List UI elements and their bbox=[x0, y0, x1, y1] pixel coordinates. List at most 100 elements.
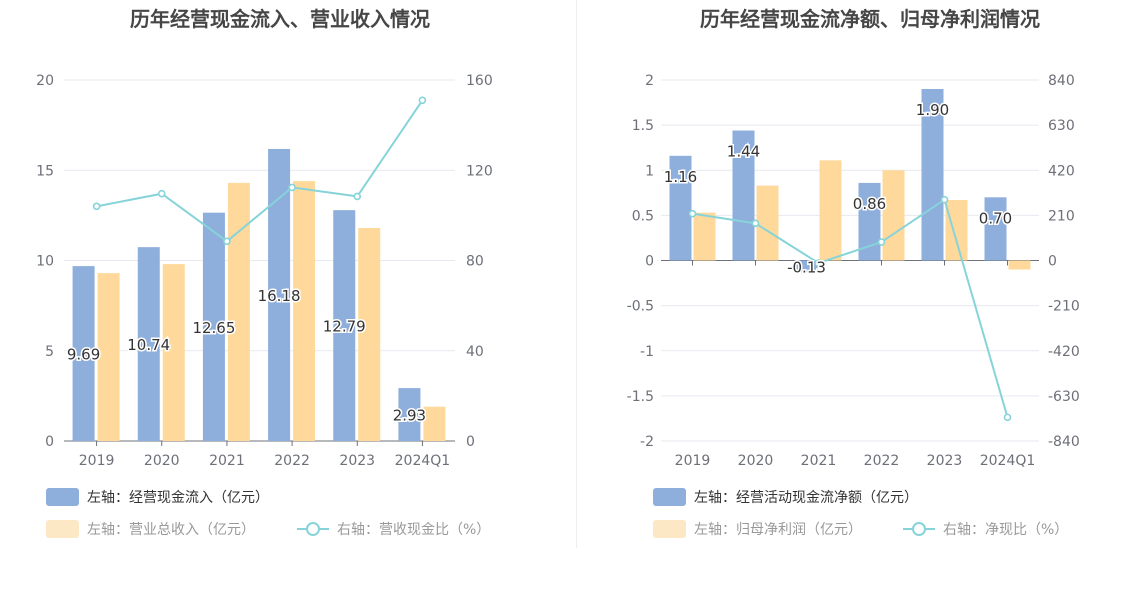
line-point bbox=[223, 237, 231, 246]
legend-label: 左轴：归母净利润（亿元） bbox=[694, 521, 862, 538]
bar bbox=[268, 148, 291, 442]
bar bbox=[358, 228, 381, 441]
right-axis-tick-label: 0 bbox=[466, 434, 475, 450]
chart-title: 历年经营现金流入、营业收入情况 bbox=[130, 7, 430, 31]
right-axis-tick-label: 0 bbox=[1048, 254, 1057, 270]
bar bbox=[882, 170, 905, 261]
data-label: 12.79 bbox=[323, 318, 366, 336]
data-label: 0.70 bbox=[979, 209, 1012, 227]
right-axis-tick-label: -210 bbox=[1048, 299, 1080, 315]
left-axis-tick-label: 2 bbox=[645, 73, 654, 89]
right-axis-tick-label: -420 bbox=[1048, 344, 1080, 360]
left-axis-tick-label: 0 bbox=[45, 434, 54, 450]
left-axis-tick-label: -1 bbox=[640, 344, 654, 360]
data-label: 2.93 bbox=[393, 407, 426, 425]
right-axis-tick-label: 120 bbox=[466, 163, 493, 179]
line-point bbox=[418, 96, 427, 105]
legend-line-marker bbox=[912, 522, 926, 536]
left-axis-tick-label: 1 bbox=[645, 163, 654, 179]
legend: 左轴：经营活动现金流净额（亿元） 左轴：归母净利润（亿元） 右轴：净现比（%） bbox=[653, 488, 1068, 538]
legend-swatch bbox=[653, 520, 686, 538]
data-label: -0.13 bbox=[787, 259, 826, 277]
x-axis-tick-label: 2020 bbox=[144, 453, 180, 469]
data-label: 9.69 bbox=[67, 346, 100, 364]
x-axis-tick-label: 2021 bbox=[209, 453, 245, 469]
left-axis-tick-label: -1.5 bbox=[627, 389, 654, 405]
right-axis-tick-label: 80 bbox=[466, 254, 484, 270]
data-label: 1.16 bbox=[664, 168, 697, 186]
x-axis-tick-label: 2022 bbox=[274, 453, 310, 469]
data-label: 1.44 bbox=[727, 143, 760, 161]
data-label: 16.18 bbox=[258, 287, 301, 305]
right-axis-tick-label: 420 bbox=[1048, 163, 1075, 179]
bar bbox=[732, 130, 755, 261]
x-axis-tick-label: 2020 bbox=[738, 453, 774, 469]
bar bbox=[819, 160, 842, 261]
legend-label: 左轴：经营活动现金流净额（亿元） bbox=[694, 490, 918, 506]
left-axis-tick-label: 0 bbox=[645, 254, 654, 270]
bar bbox=[945, 200, 968, 261]
line-point bbox=[157, 189, 166, 198]
bar bbox=[1008, 260, 1031, 270]
x-axis-tick-label: 2024Q1 bbox=[980, 453, 1036, 469]
left-axis-tick-label: -2 bbox=[640, 434, 654, 450]
data-label: 0.86 bbox=[853, 195, 886, 213]
left-axis-tick-label: 1.5 bbox=[632, 118, 654, 134]
line-point bbox=[92, 202, 101, 211]
left-axis-tick-label: 5 bbox=[45, 344, 54, 360]
left-axis-tick-label: 0.5 bbox=[632, 208, 654, 224]
chart-panel-2: 历年经营现金流净额、归母净利润情况 -2 -1.5 -1 -0.5 0 0.5 1 1.5 2 -8… bbox=[627, 7, 1080, 538]
bar bbox=[984, 197, 1007, 261]
line-point bbox=[688, 209, 697, 218]
x-axis-tick-label: 2024Q1 bbox=[395, 453, 451, 469]
right-axis-tick-label: 40 bbox=[466, 344, 484, 360]
left-axis-tick-label: 20 bbox=[36, 73, 54, 89]
chart-title: 历年经营现金流净额、归母净利润情况 bbox=[700, 7, 1040, 31]
bar bbox=[423, 406, 446, 441]
data-label: 12.65 bbox=[192, 319, 235, 337]
bar bbox=[921, 89, 944, 261]
line-point bbox=[751, 219, 760, 228]
left-axis-tick-label: -0.5 bbox=[627, 299, 654, 315]
x-axis-tick-label: 2023 bbox=[927, 453, 963, 469]
bar bbox=[97, 273, 120, 441]
bar bbox=[398, 388, 421, 441]
legend: 左轴：经营现金流入（亿元） 左轴：营业总收入（亿元） 右轴：营收现金比（%） bbox=[46, 488, 490, 538]
x-axis-tick-label: 2021 bbox=[801, 453, 837, 469]
line-point bbox=[814, 259, 823, 267]
right-axis-tick-label: 210 bbox=[1048, 208, 1075, 224]
x-axis-tick-label: 2019 bbox=[675, 453, 711, 469]
bar bbox=[137, 247, 160, 441]
bar bbox=[669, 155, 692, 261]
data-label: 1.90 bbox=[916, 101, 949, 119]
bar bbox=[333, 210, 356, 441]
line-point bbox=[877, 238, 886, 246]
left-axis-tick-label: 15 bbox=[36, 163, 54, 179]
chart-panel-1: 历年经营现金流入、营业收入情况 0 5 10 15 20 0 40 80 120 160 2019 20… bbox=[36, 7, 493, 538]
bar bbox=[795, 260, 818, 273]
right-axis-tick-label: -630 bbox=[1048, 389, 1080, 405]
right-axis-tick-label: -840 bbox=[1048, 434, 1080, 450]
legend-label: 左轴：营业总收入（亿元） bbox=[87, 522, 255, 538]
legend-label: 右轴：营收现金比（%） bbox=[337, 522, 490, 538]
series-line bbox=[692, 198, 1009, 418]
line-point bbox=[288, 183, 296, 192]
right-axis-tick-label: 630 bbox=[1048, 118, 1075, 134]
bar bbox=[756, 185, 779, 261]
bar bbox=[162, 264, 185, 441]
x-axis-tick-label: 2022 bbox=[864, 453, 900, 469]
left-axis-tick-label: 10 bbox=[36, 254, 54, 270]
legend-label: 左轴：经营现金流入（亿元） bbox=[87, 490, 269, 506]
bar bbox=[202, 212, 225, 441]
bar bbox=[227, 182, 250, 441]
right-axis-tick-label: 840 bbox=[1048, 73, 1075, 89]
legend-swatch bbox=[653, 488, 686, 506]
right-axis-tick-label: 160 bbox=[466, 73, 493, 89]
legend-line-marker bbox=[306, 522, 320, 536]
legend-swatch bbox=[46, 520, 79, 538]
line-point bbox=[940, 195, 949, 204]
bar bbox=[72, 266, 95, 441]
bar bbox=[858, 182, 881, 261]
